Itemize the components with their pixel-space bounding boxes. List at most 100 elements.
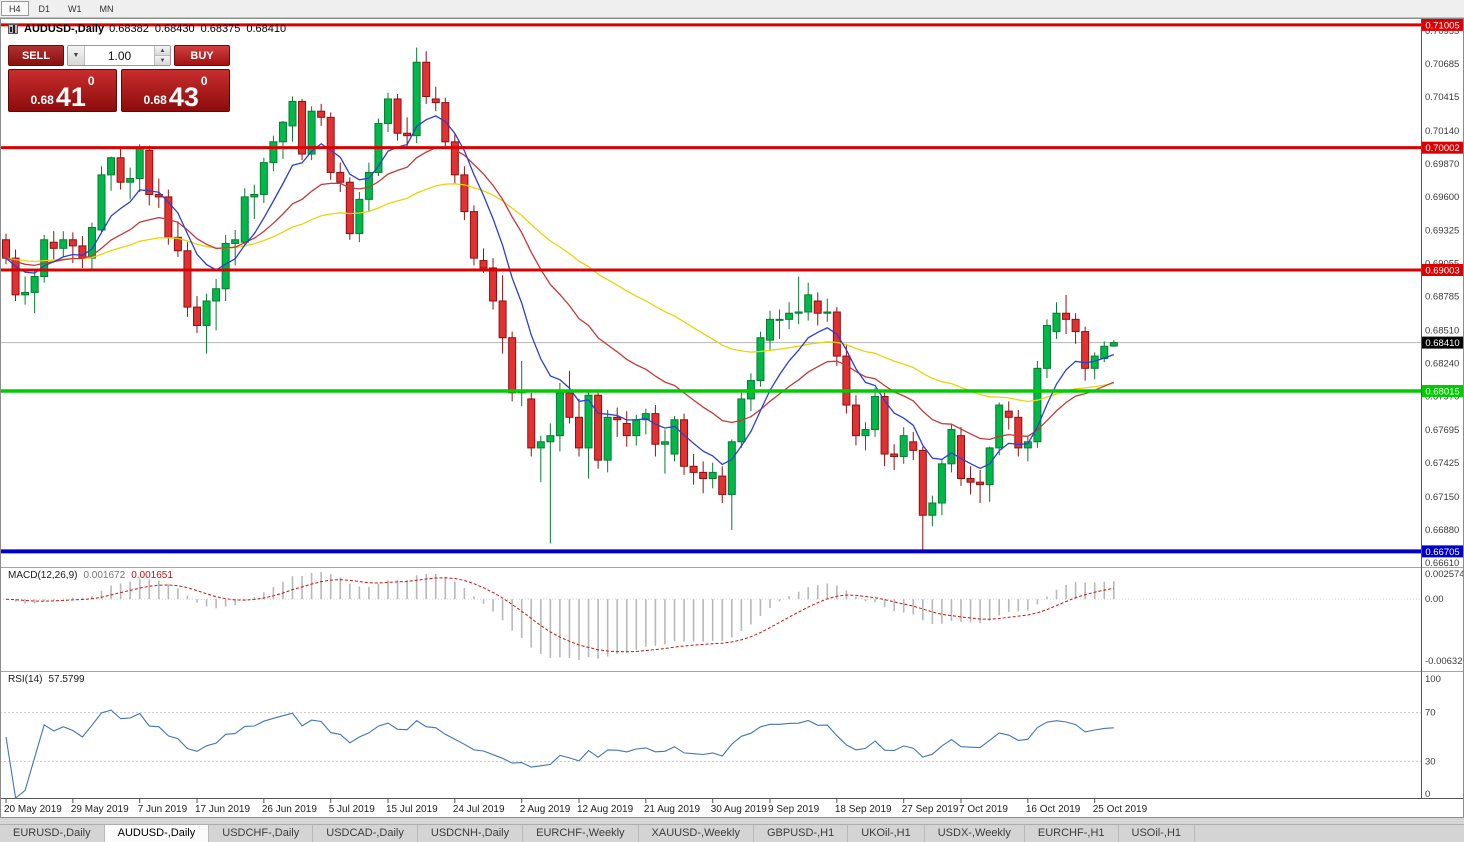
svg-text:0.68015: 0.68015 bbox=[1425, 386, 1459, 397]
volume-dropdown-button[interactable]: ▼ bbox=[68, 46, 85, 65]
ma-line-21 bbox=[5, 146, 1115, 441]
tab-gbpusd-h1[interactable]: GBPUSD-,H1 bbox=[754, 825, 849, 842]
buy-button[interactable]: BUY bbox=[174, 45, 230, 66]
macd-panel: 0.002574 0.00 -0.006326 bbox=[0, 569, 1464, 667]
chart-title-bar: AUDUSD-,Daily 0.68382 0.68430 0.68375 0.… bbox=[8, 23, 287, 35]
svg-text:0.69325: 0.69325 bbox=[1425, 226, 1459, 237]
svg-text:21 Aug 2019: 21 Aug 2019 bbox=[644, 804, 701, 815]
ask-price-pipette: 0 bbox=[200, 74, 208, 88]
rsi-value: 57.5799 bbox=[48, 674, 85, 685]
moving-averages-layer bbox=[5, 115, 1115, 470]
ask-price-display[interactable]: 0.68 43 0 bbox=[121, 69, 230, 112]
price-axis-labels[interactable]: 0.70955 0.70685 0.70415 0.70140 0.69870 0.696… bbox=[1425, 26, 1459, 569]
svg-text:29 May 2019: 29 May 2019 bbox=[71, 804, 129, 815]
macd-signal-value: 0.001651 bbox=[131, 570, 173, 581]
tab-audusd-daily[interactable]: AUDUSD-,Daily bbox=[104, 825, 210, 842]
svg-text:25 Oct 2019: 25 Oct 2019 bbox=[1093, 804, 1148, 815]
bid-price-pips: 41 bbox=[55, 81, 86, 112]
svg-text:0.67695: 0.67695 bbox=[1425, 425, 1459, 436]
date-axis[interactable]: 20 May 2019 29 May 2019 7 Jun 2019 17 Jun 2… bbox=[4, 799, 1148, 815]
volume-input[interactable] bbox=[85, 46, 154, 65]
bid-price-pipette: 0 bbox=[87, 74, 95, 88]
svg-text:16 Oct 2019: 16 Oct 2019 bbox=[1026, 804, 1081, 815]
svg-text:0.68410: 0.68410 bbox=[1425, 338, 1459, 349]
svg-text:24 Jul 2019: 24 Jul 2019 bbox=[453, 804, 505, 815]
svg-text:7 Jun 2019: 7 Jun 2019 bbox=[138, 804, 188, 815]
tab-usdcad-daily[interactable]: USDCAD-,Daily bbox=[313, 825, 418, 842]
svg-text:12 Aug 2019: 12 Aug 2019 bbox=[577, 804, 634, 815]
svg-text:0.67970: 0.67970 bbox=[1425, 391, 1459, 402]
macd-indicator-label: MACD(12,26,9) 0.001672 0.001651 bbox=[8, 570, 173, 581]
chart-icon bbox=[8, 24, 18, 34]
price-badge-0.68410 bbox=[1422, 336, 1463, 349]
rsi-name: RSI(14) bbox=[8, 674, 43, 685]
macd-signal-line bbox=[5, 577, 1114, 653]
volume-field-group: ▼ ▲ ▼ bbox=[67, 45, 171, 66]
tab-usdx-weekly[interactable]: USDX-,Weekly bbox=[925, 825, 1025, 842]
tab-eurusd-daily[interactable]: EURUSD-,Daily bbox=[0, 825, 105, 842]
timeframe-button-w1[interactable]: W1 bbox=[60, 1, 90, 16]
tab-eurchf-h1[interactable]: EURCHF-,H1 bbox=[1025, 825, 1119, 842]
price-badges: 0.71005 0.70002 0.69003 0.68015 0.66705 0.684… bbox=[1422, 18, 1463, 558]
svg-text:0.70002: 0.70002 bbox=[1425, 143, 1459, 154]
rsi-line bbox=[5, 709, 1114, 800]
tab-usdchf-daily[interactable]: USDCHF-,Daily bbox=[209, 825, 314, 842]
svg-text:26 Jun 2019: 26 Jun 2019 bbox=[262, 804, 317, 815]
volume-up-button[interactable]: ▲ bbox=[155, 46, 170, 56]
ohlc-open: 0.68382 bbox=[109, 23, 149, 35]
one-click-trade-panel: SELL ▼ ▲ ▼ BUY 0.68 41 0 0.68 43 0 bbox=[8, 45, 230, 112]
volume-down-button[interactable]: ▼ bbox=[155, 56, 170, 65]
ask-price-prefix: 0.68 bbox=[143, 93, 167, 107]
timeframe-button-d1[interactable]: D1 bbox=[31, 1, 59, 16]
sell-button[interactable]: SELL bbox=[8, 45, 64, 66]
svg-text:0: 0 bbox=[1425, 789, 1430, 800]
top-toolbar: H4 D1 W1 MN bbox=[0, 0, 1464, 18]
price-badge-0.70002 bbox=[1422, 141, 1463, 154]
svg-text:0.00: 0.00 bbox=[1425, 594, 1444, 605]
svg-text:0.67150: 0.67150 bbox=[1425, 492, 1459, 503]
tab-xauusd-weekly[interactable]: XAUUSD-,Weekly bbox=[639, 825, 754, 842]
svg-text:0.68510: 0.68510 bbox=[1425, 325, 1459, 336]
bid-price-display[interactable]: 0.68 41 0 bbox=[8, 69, 117, 112]
svg-text:30: 30 bbox=[1425, 756, 1436, 767]
svg-text:30 Aug 2019: 30 Aug 2019 bbox=[711, 804, 768, 815]
svg-text:20 May 2019: 20 May 2019 bbox=[4, 804, 62, 815]
ask-price-pips: 43 bbox=[168, 81, 199, 112]
level-lines-layer[interactable] bbox=[0, 23, 1421, 554]
svg-text:100: 100 bbox=[1425, 674, 1441, 685]
price-badge-0.71005 bbox=[1422, 18, 1463, 31]
chart-tabs-bar: EURUSD-,Daily AUDUSD-,Daily USDCHF-,Daily U… bbox=[0, 824, 1464, 842]
svg-text:0.67425: 0.67425 bbox=[1425, 458, 1459, 469]
tab-eurchf-weekly[interactable]: EURCHF-,Weekly bbox=[523, 825, 639, 842]
macd-name: MACD(12,26,9) bbox=[8, 570, 78, 581]
price-badge-0.69003 bbox=[1422, 264, 1463, 277]
svg-text:0.68240: 0.68240 bbox=[1425, 358, 1459, 369]
volume-spinner: ▲ ▼ bbox=[154, 46, 170, 65]
svg-text:2 Aug 2019: 2 Aug 2019 bbox=[520, 804, 571, 815]
tab-usoil-h1[interactable]: USOil-,H1 bbox=[1119, 825, 1196, 842]
bid-price-prefix: 0.68 bbox=[30, 93, 54, 107]
rsi-indicator-label: RSI(14) 57.5799 bbox=[8, 674, 85, 685]
svg-text:27 Sep 2019: 27 Sep 2019 bbox=[902, 804, 959, 815]
tab-ukoil-h1[interactable]: UKOil-,H1 bbox=[848, 825, 925, 842]
tab-usdcnh-daily[interactable]: USDCNH-,Daily bbox=[418, 825, 524, 842]
rsi-panel: 100 70 30 0 bbox=[0, 674, 1441, 800]
timeframe-button-mn[interactable]: MN bbox=[92, 1, 122, 16]
svg-text:0.66705: 0.66705 bbox=[1425, 547, 1459, 558]
svg-text:15 Jul 2019: 15 Jul 2019 bbox=[386, 804, 438, 815]
svg-text:0.68785: 0.68785 bbox=[1425, 292, 1459, 303]
svg-text:0.69870: 0.69870 bbox=[1425, 159, 1459, 170]
svg-text:5 Jul 2019: 5 Jul 2019 bbox=[329, 804, 376, 815]
svg-text:0.71005: 0.71005 bbox=[1425, 20, 1459, 31]
svg-text:0.66880: 0.66880 bbox=[1425, 525, 1459, 536]
price-badge-0.68015 bbox=[1422, 384, 1463, 397]
timeframe-button-h4[interactable]: H4 bbox=[1, 1, 29, 16]
svg-text:0.002574: 0.002574 bbox=[1425, 569, 1464, 580]
svg-text:0.69600: 0.69600 bbox=[1425, 192, 1459, 203]
svg-text:70: 70 bbox=[1425, 708, 1436, 719]
svg-text:0.70955: 0.70955 bbox=[1425, 26, 1459, 37]
macd-main-value: 0.001672 bbox=[83, 570, 126, 581]
svg-text:17 Jun 2019: 17 Jun 2019 bbox=[195, 804, 250, 815]
